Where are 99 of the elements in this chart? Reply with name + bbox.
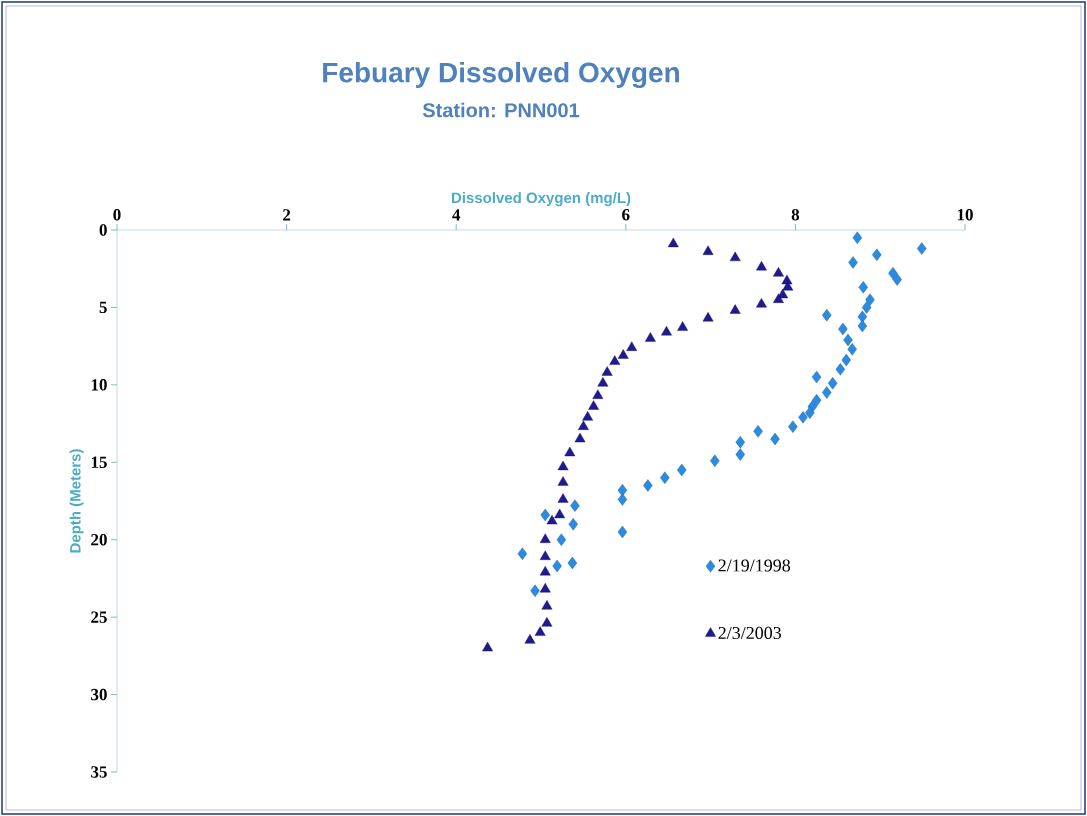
point	[556, 533, 567, 546]
point	[729, 251, 741, 262]
legend-label: 2/3/2003	[718, 626, 782, 640]
point	[574, 432, 586, 443]
x-tick-label: 6	[622, 209, 630, 221]
y-tick-label: 35	[91, 766, 107, 778]
point	[645, 332, 656, 342]
x-tick-label: 4	[452, 209, 461, 221]
point	[557, 493, 569, 503]
y-tick-label: 5	[99, 301, 107, 314]
point	[539, 533, 551, 543]
point	[729, 304, 741, 314]
point	[578, 420, 589, 430]
point	[557, 476, 569, 486]
point	[564, 446, 576, 457]
y-axis-title: Depth (Meters)	[69, 449, 84, 553]
point	[530, 584, 540, 598]
x-tick-label: 10	[957, 208, 973, 221]
point	[828, 377, 838, 390]
point	[710, 454, 720, 467]
point	[582, 411, 594, 421]
point	[865, 293, 875, 306]
point	[756, 260, 767, 271]
point	[735, 435, 745, 449]
point	[822, 308, 832, 322]
point	[482, 641, 493, 652]
point	[554, 508, 566, 519]
x-axis-title: Dissolved Oxygen (mg/L)	[451, 192, 631, 207]
point	[588, 400, 599, 410]
point	[626, 341, 638, 351]
point	[888, 267, 898, 280]
point	[756, 298, 767, 308]
point	[702, 312, 714, 322]
point	[667, 237, 679, 248]
point	[735, 448, 745, 461]
point	[858, 281, 868, 294]
x-tick-label: 2	[283, 209, 291, 221]
point	[841, 353, 851, 367]
x-tick-label: 8	[791, 208, 800, 221]
chart-title: Febuary Dissolved Oxygen	[323, 61, 679, 89]
point	[557, 460, 569, 471]
point	[702, 245, 714, 255]
point	[534, 626, 546, 636]
point	[822, 386, 832, 399]
point	[539, 566, 551, 576]
point	[592, 389, 604, 399]
point	[847, 343, 857, 356]
point	[524, 634, 536, 644]
point	[852, 231, 863, 244]
chart-subtitle: Station: PNN001	[422, 102, 580, 118]
point	[861, 301, 872, 314]
point	[567, 556, 578, 570]
point	[540, 508, 550, 522]
point	[677, 321, 689, 331]
point	[660, 471, 670, 484]
point	[601, 366, 613, 376]
point	[798, 411, 808, 424]
point	[617, 349, 629, 359]
point	[835, 363, 846, 376]
point	[552, 559, 562, 573]
point	[811, 370, 822, 384]
legend-label: 2/19/1998	[718, 559, 791, 572]
point	[517, 547, 528, 560]
point	[570, 499, 580, 512]
point	[753, 425, 763, 438]
point	[617, 493, 628, 506]
point	[568, 518, 578, 531]
point	[546, 514, 558, 525]
point	[677, 463, 687, 477]
y-tick-label: 20	[91, 533, 107, 546]
point	[661, 326, 672, 336]
point	[541, 617, 553, 627]
point	[892, 273, 902, 286]
point	[782, 281, 794, 291]
y-tick-label: 0	[99, 224, 107, 236]
point	[917, 242, 927, 255]
y-tick-label: 15	[91, 456, 107, 468]
y-tick-label: 10	[91, 379, 107, 391]
point	[805, 406, 815, 419]
point	[539, 583, 551, 593]
point	[857, 319, 868, 333]
point	[848, 256, 858, 269]
point	[838, 322, 848, 336]
point	[788, 420, 798, 433]
point	[643, 479, 653, 492]
point	[773, 267, 784, 277]
point	[872, 248, 882, 261]
x-tick-label: 0	[113, 208, 121, 221]
point	[617, 525, 628, 539]
point	[541, 600, 553, 610]
point	[843, 333, 853, 347]
point	[773, 293, 784, 303]
point	[539, 550, 551, 560]
point	[597, 377, 609, 387]
point	[609, 355, 621, 365]
y-tick-label: 30	[91, 688, 107, 701]
point	[811, 394, 822, 407]
point	[770, 432, 780, 446]
y-tick-label: 25	[91, 611, 107, 623]
